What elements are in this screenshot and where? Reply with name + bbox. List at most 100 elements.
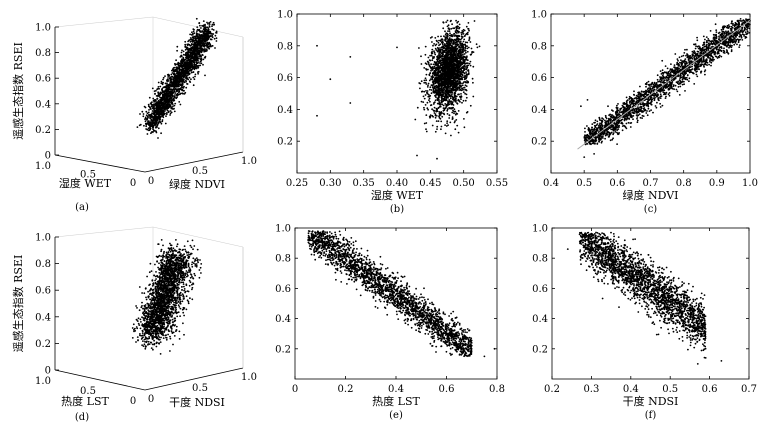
scatter3d-point (162, 111, 165, 114)
scatter-point (429, 86, 432, 89)
scatter-point (457, 110, 460, 112)
scatter-point (420, 100, 423, 103)
scatter-point (446, 42, 448, 45)
scatter-point (466, 80, 468, 82)
scatter-point (444, 62, 447, 64)
scatter-point (438, 66, 441, 69)
scatter-point (465, 62, 468, 65)
scatter3d-point (176, 92, 179, 95)
scatter-point (461, 49, 464, 52)
scatter3d-point (198, 38, 201, 40)
scatter-point (434, 37, 437, 39)
scatter-point (433, 50, 435, 53)
scatter3d-point (153, 109, 156, 112)
scatter3d-point (148, 96, 151, 99)
scatter-point (440, 81, 442, 84)
scatter-point (478, 45, 481, 48)
scatter-point (424, 77, 427, 80)
scatter-point (450, 134, 452, 137)
scatter3d-point (181, 92, 184, 95)
scatter3d-point (192, 30, 195, 33)
scatter-point (472, 65, 475, 68)
scatter3d-point (165, 93, 168, 96)
scatter3d-point (168, 83, 171, 86)
scatter3d-point (211, 28, 214, 30)
scatter3d-point (196, 40, 198, 42)
scatter-point (416, 154, 418, 157)
scatter-point (429, 54, 431, 57)
scatter-point (433, 112, 436, 114)
scatter-point (440, 125, 443, 128)
scatter3d-point (143, 105, 146, 108)
scatter3d-point (209, 43, 212, 46)
scatter3d-point (169, 79, 172, 82)
scatter3d-point (205, 32, 208, 34)
scatter-point (425, 130, 428, 133)
scatter3d-point (157, 86, 160, 88)
scatter3d-point (187, 57, 190, 60)
scatter-point (442, 63, 444, 66)
scatter-point (427, 82, 430, 85)
back-edge (54, 16, 154, 28)
scatter3d-point (204, 26, 207, 29)
scatter3d-point (176, 94, 178, 97)
scatter3d-point (155, 115, 158, 118)
scatter-point (439, 43, 442, 46)
scatter3d-point (182, 53, 185, 56)
scatter3d-point (152, 105, 154, 107)
x-tick-label: 0.25 (286, 178, 308, 189)
scatter-point (693, 83, 696, 85)
scatter-point (437, 120, 440, 122)
scatter3d-point (197, 51, 200, 54)
scatter-point (445, 48, 447, 51)
scatter-point (461, 57, 464, 60)
scatter3d-point (161, 94, 164, 96)
scatter3d-point (188, 61, 191, 63)
scatter-point (467, 46, 470, 49)
scatter3d-point (184, 43, 187, 46)
scatter-point (434, 87, 436, 90)
scatter3d-point (212, 29, 215, 31)
scatter3d-point (203, 56, 206, 59)
scatter-point (441, 53, 444, 55)
scatter3d-point (174, 88, 177, 90)
scatter-point (471, 77, 474, 80)
scatter3d-point (185, 62, 188, 65)
scatter3d-point (151, 87, 154, 90)
scatter3d-point (214, 47, 216, 49)
scatter-point (447, 90, 449, 92)
scatter3d-point (168, 90, 171, 93)
scatter-point (437, 48, 440, 51)
x-tick-label: 1.0 (742, 178, 758, 189)
scatter3d-point (196, 35, 199, 37)
scatter-point (456, 47, 459, 50)
scatter-point (430, 104, 433, 106)
scatter3d-point (163, 99, 166, 102)
scatter-point (454, 49, 456, 52)
scatter3d-point (189, 37, 192, 39)
scatter-point (462, 70, 464, 73)
scatter-point (448, 99, 451, 101)
scatter-point (435, 49, 438, 51)
scatter3d-point (176, 66, 178, 68)
scatter3d-point (201, 54, 204, 56)
scatter-point (444, 103, 447, 105)
scatter-point (438, 85, 441, 88)
scatter-point (467, 64, 470, 67)
scatter3d-point (150, 114, 153, 117)
scatter-point (455, 34, 457, 37)
scatter3d-point (200, 62, 203, 65)
scatter3d-point (148, 124, 150, 126)
scatter-point (465, 96, 468, 99)
scatter3d-point (188, 80, 191, 83)
scatter-point (456, 52, 459, 55)
scatter3d-point (160, 132, 163, 135)
scatter3d-point (192, 53, 195, 55)
z-tick-label: 0.6 (35, 74, 51, 85)
scatter3d-point (144, 116, 147, 119)
scatter-point (429, 88, 431, 91)
x-tick-label: 1.0 (35, 161, 51, 172)
scatter-point (436, 60, 439, 63)
x-tick-label: 0.9 (709, 178, 725, 189)
scatter-point (455, 28, 458, 30)
